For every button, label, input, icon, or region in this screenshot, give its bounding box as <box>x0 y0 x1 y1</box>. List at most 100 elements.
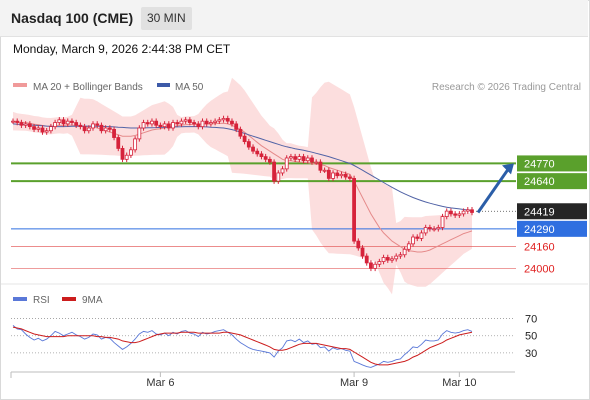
candle-body <box>187 119 192 123</box>
last-price-tag <box>517 203 587 220</box>
candle-body <box>331 172 335 179</box>
candle-body <box>457 213 462 216</box>
rsi-ma-line <box>12 326 473 366</box>
forecast-arrow-head <box>502 163 514 175</box>
candle-body <box>465 209 470 212</box>
candle-body <box>65 120 70 125</box>
candle-body <box>217 119 222 122</box>
candle-body <box>32 126 36 130</box>
candle-body <box>225 118 230 122</box>
candle-body <box>40 127 45 133</box>
interval-badge[interactable]: 30 MIN <box>141 7 192 30</box>
support-tag-label: 24000 <box>524 263 555 275</box>
candle-body <box>343 173 348 178</box>
candle-body <box>116 137 121 149</box>
candle-body <box>36 127 41 130</box>
candle-body <box>27 123 32 128</box>
candle-body <box>402 248 407 256</box>
rsi-level-label: 50 <box>525 331 537 343</box>
candle-body <box>432 228 437 231</box>
candle-body <box>385 257 390 261</box>
candle-body <box>44 130 49 133</box>
candle-body <box>19 122 24 126</box>
candle-body <box>112 128 116 138</box>
rsi-level-label: 30 <box>525 348 537 360</box>
rsi-panel: 70 50 30 <box>11 314 537 368</box>
candle-body <box>267 158 272 163</box>
candle-body <box>453 213 458 216</box>
candle-body <box>95 123 100 126</box>
rsi-ma-legend-label: 9MA <box>82 295 103 306</box>
candle-body <box>82 126 87 132</box>
candle-body <box>11 120 15 123</box>
candle-body <box>347 176 352 179</box>
bollinger-legend-label: MA 20 + Bollinger Bands <box>33 82 143 93</box>
candle-body <box>204 120 209 125</box>
last-price-tag-label: 24419 <box>524 206 555 218</box>
candle-body <box>213 120 218 123</box>
candle-body <box>461 210 466 215</box>
ma50-legend-swatch <box>157 83 170 87</box>
candle-body <box>251 146 255 152</box>
candle-body <box>124 154 129 160</box>
candle-body <box>364 255 369 264</box>
resistance-tag <box>517 173 587 190</box>
candle-body <box>230 120 234 125</box>
candle-body <box>15 120 20 123</box>
ma50-line <box>12 123 473 211</box>
candle-body <box>99 124 104 132</box>
candle-body <box>297 156 302 160</box>
candle-body <box>221 118 226 121</box>
candle-body <box>284 157 289 170</box>
candle-body <box>419 232 424 239</box>
price-tags: 24770 24640 24419 24290 24160 24000 <box>517 155 587 275</box>
candle-body <box>322 169 327 172</box>
candle-body <box>369 262 373 269</box>
candle-body <box>390 258 394 261</box>
candle-body <box>141 122 146 129</box>
candle-body <box>129 149 133 156</box>
candle-body <box>436 227 441 230</box>
timestamp: Monday, March 9, 2026 2:44:38 PM CET <box>13 42 231 56</box>
candle-body <box>103 127 108 132</box>
candle-body <box>314 161 319 164</box>
pivot-tag-label: 24290 <box>524 224 555 236</box>
candle-body <box>200 120 205 128</box>
candle-body <box>78 124 83 128</box>
candle-body <box>53 122 58 128</box>
candle-body <box>280 168 285 174</box>
instrument-title: Nasdaq 100 (CME) <box>11 10 134 26</box>
candle-body <box>70 120 74 123</box>
candle-body <box>259 153 264 158</box>
candle-body <box>381 257 386 262</box>
candle-body <box>166 123 171 129</box>
candle-body <box>209 122 213 125</box>
candle-body <box>91 123 95 129</box>
copyright-label: Research © 2026 Trading Central <box>432 82 581 93</box>
candle-body <box>263 156 268 160</box>
candle-body <box>293 156 298 160</box>
price-levels <box>11 162 516 269</box>
rsi-legend-label: RSI <box>33 295 50 306</box>
candle-body <box>175 122 180 125</box>
rsi-level-label: 70 <box>525 314 537 326</box>
candle-body <box>406 243 411 250</box>
candle-body <box>440 216 445 228</box>
chart-header: Nasdaq 100 (CME) 30 MIN <box>0 0 588 37</box>
ma50-legend-label: MA 50 <box>175 82 204 93</box>
candle-body <box>246 141 251 148</box>
candle-body <box>57 119 62 123</box>
candle-body <box>162 123 167 128</box>
candle-body <box>310 157 314 163</box>
candle-body <box>444 210 449 217</box>
candle-body <box>48 126 53 132</box>
candle-body <box>318 161 323 171</box>
candle-body <box>356 240 361 249</box>
candle-body <box>305 157 310 162</box>
ma20-line <box>12 120 473 253</box>
candle-body <box>411 236 415 245</box>
candle-body <box>470 209 474 213</box>
candle-body <box>242 135 247 143</box>
candles <box>11 115 474 272</box>
